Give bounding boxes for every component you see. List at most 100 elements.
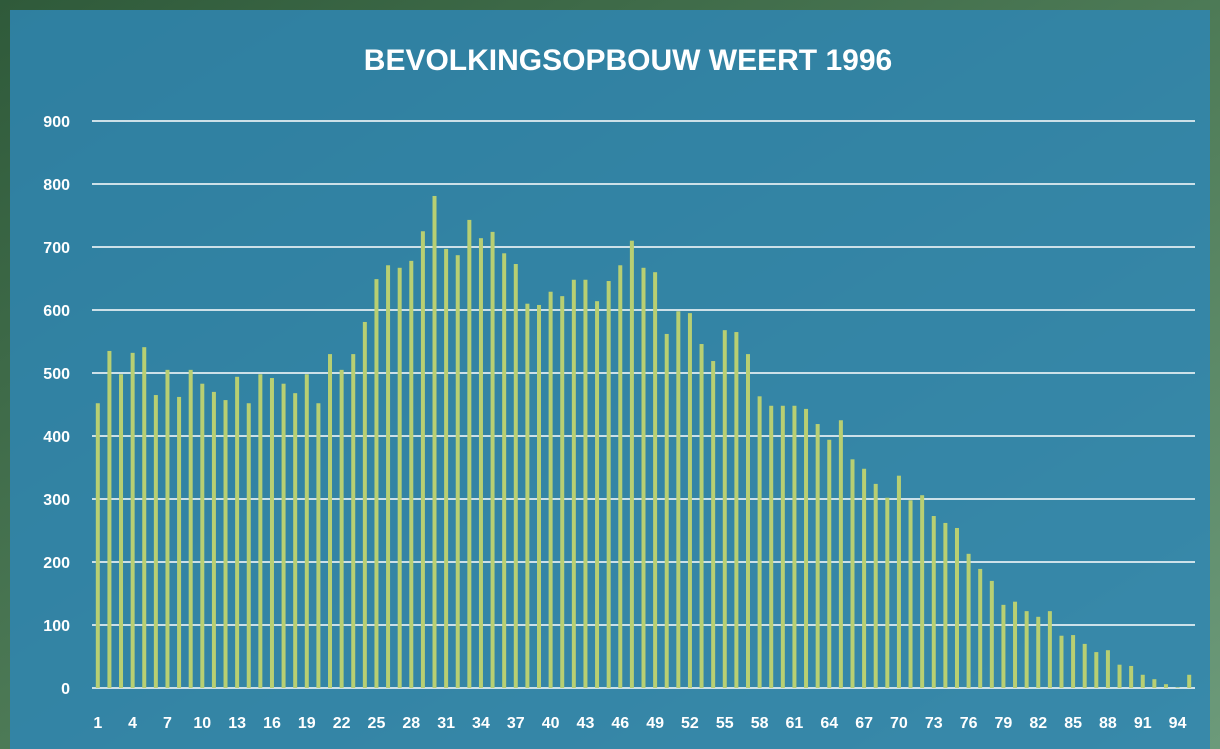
bar [165, 370, 169, 688]
x-tick-label: 31 [437, 715, 455, 732]
chart-title: BEVOLKINGSOPBOUW WEERT 1996 [364, 44, 892, 77]
bar [642, 268, 646, 688]
x-tick-label: 49 [646, 715, 664, 732]
bar [363, 322, 367, 688]
y-tick-label: 800 [43, 177, 70, 194]
bar [293, 393, 297, 688]
bar [1013, 602, 1017, 688]
bar [723, 330, 727, 688]
bar [502, 253, 506, 688]
x-tick-label: 61 [786, 715, 804, 732]
bar [525, 304, 529, 688]
bar [398, 268, 402, 688]
x-tick-label: 76 [960, 715, 978, 732]
bar [897, 476, 901, 688]
bar [421, 231, 425, 688]
bar [688, 313, 692, 688]
bar [340, 370, 344, 688]
bar [885, 498, 889, 688]
bar [235, 377, 239, 688]
bar [444, 249, 448, 688]
bar [804, 409, 808, 688]
page: BEVOLKINGSOPBOUW WEERT 1996 010020030040… [0, 0, 1220, 749]
bar [990, 581, 994, 688]
x-tick-label: 88 [1099, 715, 1117, 732]
bar [537, 305, 541, 688]
bar [1176, 687, 1180, 688]
bar [1001, 605, 1005, 688]
bar [700, 344, 704, 688]
x-tick-label: 64 [820, 715, 838, 732]
bar [607, 281, 611, 688]
bar [560, 296, 564, 688]
y-tick-label: 500 [43, 366, 70, 383]
bar [932, 516, 936, 688]
x-tick-label: 79 [995, 715, 1013, 732]
x-tick-label: 85 [1064, 715, 1082, 732]
bar [305, 374, 309, 688]
x-tick-label: 10 [193, 715, 211, 732]
bar [874, 484, 878, 688]
x-tick-label: 46 [611, 715, 629, 732]
chart: BEVOLKINGSOPBOUW WEERT 1996 010020030040… [0, 0, 1220, 749]
bar [572, 280, 576, 688]
x-tick-label: 52 [681, 715, 699, 732]
y-tick-label: 200 [43, 555, 70, 572]
x-tick-label: 1 [93, 715, 102, 732]
x-tick-label: 25 [368, 715, 386, 732]
bar [967, 554, 971, 688]
bar [282, 384, 286, 688]
bar [270, 378, 274, 688]
bar [119, 374, 123, 688]
bar [467, 220, 471, 688]
bar [920, 495, 924, 688]
bar [1152, 679, 1156, 688]
bar [409, 261, 413, 688]
bar [1059, 636, 1063, 688]
bar [1094, 652, 1098, 688]
x-tick-label: 13 [228, 715, 246, 732]
bar [618, 265, 622, 688]
bar [514, 264, 518, 688]
y-tick-label: 100 [43, 618, 70, 635]
x-tick-label: 55 [716, 715, 734, 732]
bar [1048, 611, 1052, 688]
bar [479, 238, 483, 688]
bar [746, 354, 750, 688]
bar [630, 241, 634, 688]
bar [758, 396, 762, 688]
bar [351, 354, 355, 688]
bar [1083, 644, 1087, 688]
bar [258, 374, 262, 688]
bar [839, 420, 843, 688]
bar [595, 301, 599, 688]
x-tick-label: 94 [1169, 715, 1187, 732]
bar [850, 459, 854, 688]
bar [711, 361, 715, 688]
bar [96, 403, 100, 688]
bar [549, 292, 553, 688]
x-tick-label: 19 [298, 715, 316, 732]
bar [653, 272, 657, 688]
bar [909, 500, 913, 688]
bar [433, 196, 437, 688]
bar [107, 351, 111, 688]
bar [200, 384, 204, 688]
bar [1106, 650, 1110, 688]
x-tick-label: 40 [542, 715, 560, 732]
bar [1071, 635, 1075, 688]
bar [676, 311, 680, 688]
bar [386, 265, 390, 688]
x-tick-label: 37 [507, 715, 525, 732]
bar [734, 332, 738, 688]
y-tick-label: 400 [43, 429, 70, 446]
bar [1164, 684, 1168, 688]
bar [154, 395, 158, 688]
bar [1118, 665, 1122, 688]
y-tick-label: 600 [43, 303, 70, 320]
bar [212, 392, 216, 688]
x-tick-label: 28 [402, 715, 420, 732]
x-tick-label: 7 [163, 715, 172, 732]
bar [374, 279, 378, 688]
bar [491, 232, 495, 688]
